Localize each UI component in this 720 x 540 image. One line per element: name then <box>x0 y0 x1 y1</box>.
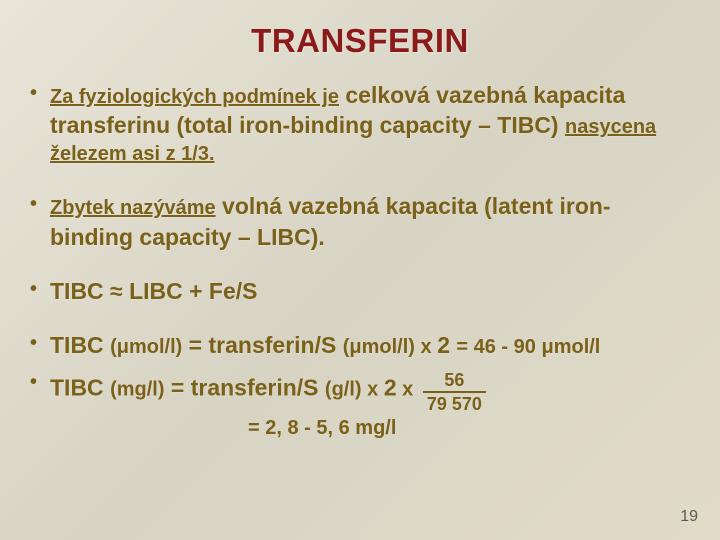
b5-e: x <box>362 378 384 400</box>
bullet-4: TIBC (μmol/l) = transferin/S (μmol/l) x … <box>28 330 692 360</box>
b4-d: (μmol/l) <box>343 336 415 358</box>
bullet-3: TIBC ≈ LIBC + Fe/S <box>28 276 692 306</box>
bullet-1-prefix: Za fyziologických podmínek je <box>50 86 339 108</box>
sub-line: = 2, 8 - 5, 6 mg/l <box>28 417 692 440</box>
bullet-2: Zbytek nazýváme volná vazebná kapacita (… <box>28 191 692 252</box>
b4-b: (μmol/l) <box>110 336 182 358</box>
fraction-line <box>423 391 486 393</box>
b4-a: TIBC <box>50 332 110 358</box>
slide-title: TRANSFERIN <box>28 22 692 60</box>
b4-g: = 46 - 90 <box>456 336 541 358</box>
b5-d: (g/l) <box>325 378 362 400</box>
fraction-numerator: 56 <box>423 371 486 390</box>
bullet-3-text: TIBC ≈ LIBC + Fe/S <box>50 278 258 304</box>
b5-f: 2 <box>384 374 397 400</box>
b5-a: TIBC <box>50 374 110 400</box>
b4-f: 2 <box>437 332 456 358</box>
fraction-denominator: 79 570 <box>423 394 486 413</box>
bullet-1: Za fyziologických podmínek je celková va… <box>28 80 692 167</box>
b5-c: = transferin/S <box>165 374 325 400</box>
slide-container: TRANSFERIN Za fyziologických podmínek je… <box>0 0 720 540</box>
bullet-2-prefix: Zbytek nazýváme <box>50 197 216 219</box>
b4-h: μmol/l <box>541 336 600 358</box>
fraction: 56 79 570 <box>423 371 486 413</box>
b4-e: x <box>415 336 437 358</box>
page-number: 19 <box>680 508 698 526</box>
b4-c: = transferin/S <box>182 332 342 358</box>
b5-b: (mg/l) <box>110 378 164 400</box>
b5-g: x <box>397 378 419 400</box>
bullet-5: TIBC (mg/l) = transferin/S (g/l) x 2 x 5… <box>28 369 692 411</box>
